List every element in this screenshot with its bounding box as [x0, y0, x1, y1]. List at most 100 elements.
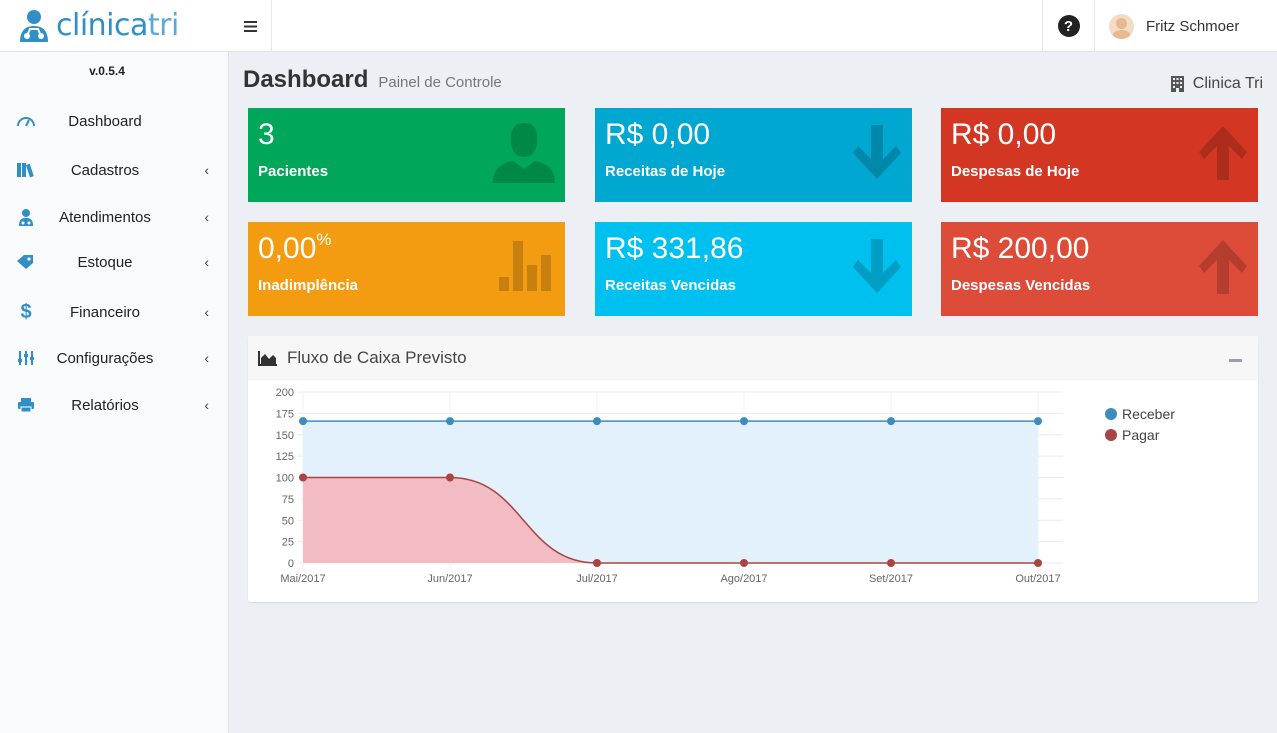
sidebar-item-label: Estoque: [77, 253, 133, 271]
doctor-icon: [14, 207, 38, 227]
cash-flow-panel: Fluxo de Caixa Previsto 0 25 50 75 100 125 150…: [248, 336, 1258, 602]
arrow-up-icon: [1199, 126, 1247, 180]
sidebar-item-label: Dashboard: [68, 112, 142, 130]
patients-box[interactable]: 3 Pacientes: [248, 108, 565, 202]
x-tick-label: Mai/2017: [280, 573, 325, 585]
legend-label: Receber: [1122, 405, 1175, 422]
top-navbar: ? Fritz Schmoer: [229, 0, 1277, 52]
expenses-today-box[interactable]: R$ 0,00 Despesas de Hoje: [941, 108, 1258, 202]
sidebar-item-label: Relatórios: [71, 396, 139, 414]
revenue-today-box[interactable]: R$ 0,00 Receitas de Hoje: [595, 108, 912, 202]
area-chart-icon: [258, 350, 277, 366]
user-name: Fritz Schmoer: [1146, 17, 1240, 35]
data-point-receber: [299, 417, 307, 426]
user-menu[interactable]: Fritz Schmoer: [1094, 0, 1277, 52]
arrow-up-icon: [1199, 240, 1247, 294]
page-subtitle: Painel de Controle: [378, 74, 502, 91]
data-point-receber: [740, 417, 748, 426]
box-label: Pacientes: [258, 163, 329, 180]
overdue-revenue-box[interactable]: R$ 331,86 Receitas Vencidas: [595, 222, 912, 316]
y-tick-label: 50: [282, 515, 294, 527]
y-tick-label: 200: [276, 387, 294, 399]
chart-legend: Receber Pagar: [1105, 403, 1175, 445]
data-point-pagar: [740, 559, 748, 567]
sidebar-item-estoque[interactable]: Estoque ‹: [0, 242, 229, 282]
content-header: Dashboard Painel de Controle: [243, 66, 502, 94]
sidebar-toggle-button[interactable]: [229, 0, 272, 52]
panel-header: Fluxo de Caixa Previsto: [248, 336, 1258, 380]
data-point-pagar: [299, 473, 307, 482]
data-point-receber: [593, 417, 601, 426]
chevron-left-icon: ‹: [204, 350, 209, 366]
panel-title: Fluxo de Caixa Previsto: [287, 347, 467, 367]
collapse-button[interactable]: [1229, 359, 1242, 362]
box-label: Despesas de Hoje: [951, 163, 1080, 180]
chevron-left-icon: ‹: [204, 304, 209, 320]
series-area-pagar: [303, 477, 1038, 563]
overdue-expenses-box[interactable]: R$ 200,00 Despesas Vencidas: [941, 222, 1258, 316]
sidebar-item-label: Configurações: [56, 349, 154, 367]
dollar-icon: $: [20, 300, 32, 323]
avatar: [1109, 13, 1134, 39]
help-icon: ?: [1057, 15, 1080, 37]
sidebar-item-configuracoes[interactable]: Configurações ‹: [0, 338, 229, 378]
y-tick-label: 100: [276, 473, 294, 485]
data-point-receber: [887, 417, 895, 426]
logo-text: clínicatri: [56, 8, 179, 43]
chevron-left-icon: ‹: [204, 254, 209, 270]
tags-icon: [14, 252, 38, 272]
box-label: Receitas de Hoje: [605, 163, 726, 180]
legend-item-pagar[interactable]: Pagar: [1105, 424, 1175, 445]
app-version: v.0.5.4: [89, 64, 125, 78]
bar-chart-icon: [499, 241, 551, 291]
box-label: Receitas Vencidas: [605, 277, 736, 294]
legend-swatch: [1105, 407, 1117, 420]
data-point-pagar: [1034, 559, 1042, 567]
y-tick-label: 25: [282, 537, 294, 549]
sidebar-item-dashboard[interactable]: Dashboard: [0, 101, 229, 141]
legend-swatch: [1105, 428, 1117, 441]
x-tick-label: Jun/2017: [427, 573, 472, 585]
clinic-name: Clinica Tri: [1192, 75, 1263, 92]
speedometer-icon: [14, 111, 38, 131]
chevron-left-icon: ‹: [204, 397, 209, 413]
data-point-pagar: [446, 473, 454, 482]
x-tick-label: Set/2017: [869, 573, 913, 585]
chevron-left-icon: ‹: [204, 209, 209, 225]
sidebar: v.0.5.4 Dashboard Cadastros ‹ Atendiment…: [0, 52, 229, 733]
box-value: R$ 200,00: [951, 232, 1090, 265]
help-button[interactable]: ?: [1042, 0, 1094, 52]
user-icon: [493, 123, 555, 183]
x-tick-label: Ago/2017: [720, 573, 767, 585]
sidebar-item-label: Cadastros: [70, 161, 140, 179]
breadcrumb[interactable]: Clinica Tri: [1170, 75, 1263, 93]
sliders-icon: [14, 348, 38, 368]
y-tick-label: 125: [276, 451, 294, 463]
cash-flow-chart: 0 25 50 75 100 125 150 175 200 Mai/2017 Jun/2017 Ju…: [276, 387, 1063, 585]
sidebar-item-financeiro[interactable]: $ Financeiro ‹: [0, 292, 229, 332]
sidebar-item-relatorios[interactable]: Relatórios ‹: [0, 385, 229, 425]
x-tick-label: Out/2017: [1015, 573, 1060, 585]
default-rate-box[interactable]: 0,00% Inadimplência: [248, 222, 565, 316]
box-value: 3: [258, 118, 275, 151]
chevron-left-icon: ‹: [204, 162, 209, 178]
app-logo[interactable]: clínicatri: [0, 0, 229, 52]
data-point-pagar: [887, 559, 895, 567]
building-icon: [1170, 76, 1184, 92]
sidebar-item-cadastros[interactable]: Cadastros ‹: [0, 150, 229, 190]
series-line-pagar: [303, 476, 1038, 564]
x-tick-label: Jul/2017: [576, 573, 618, 585]
hamburger-icon: [243, 20, 257, 32]
arrow-down-icon: [853, 125, 901, 179]
books-icon: [14, 160, 38, 180]
legend-item-receber[interactable]: Receber: [1105, 403, 1175, 424]
sidebar-item-atendimentos[interactable]: Atendimentos ‹: [0, 197, 229, 237]
y-tick-label: 75: [282, 494, 294, 506]
box-value: R$ 331,86: [605, 232, 744, 265]
box-label: Despesas Vencidas: [951, 277, 1091, 294]
box-label: Inadimplência: [258, 277, 359, 294]
y-tick-label: 0: [288, 558, 294, 570]
doctor-logo-icon: [20, 9, 48, 42]
y-tick-label: 175: [276, 408, 294, 420]
data-point-receber: [1034, 417, 1042, 426]
